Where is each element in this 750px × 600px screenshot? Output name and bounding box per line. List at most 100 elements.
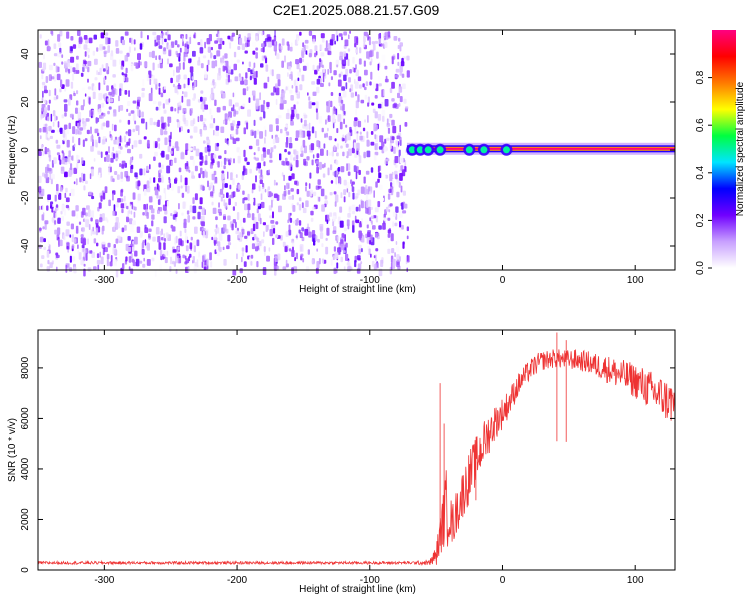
spectrogram-noise-cell — [232, 178, 235, 185]
spectrogram-noise-cell — [184, 232, 188, 241]
spectrogram-noise-cell — [389, 87, 393, 94]
spectrogram-noise-cell — [97, 109, 101, 115]
spectrogram-noise-cell — [218, 212, 222, 216]
spectrogram-noise-cell — [369, 61, 372, 66]
spectrogram-noise-cell — [222, 40, 225, 45]
spectrogram-noise-cell — [87, 267, 92, 272]
spectrogram-noise-cell — [311, 189, 314, 194]
spectrogram-noise-cell — [314, 130, 317, 139]
spectrogram-noise-cell — [261, 31, 264, 36]
spectrogram-noise-cell — [332, 171, 335, 176]
spectrogram-noise-cell — [270, 92, 275, 96]
spectrogram-noise-cell — [357, 94, 360, 103]
spectrogram-noise-cell — [335, 108, 338, 116]
spectrogram-noise-cell — [381, 54, 386, 63]
spectrogram-noise-cell — [122, 263, 125, 270]
spectrogram-noise-cell — [316, 166, 319, 174]
spectrogram-noise-cell — [347, 163, 351, 171]
spectrogram-noise-cell — [184, 120, 189, 127]
spectrogram-noise-cell — [383, 89, 385, 97]
spectrogram-noise-cell — [157, 209, 161, 218]
spectrogram-noise-cell — [94, 139, 98, 148]
spectrogram-noise-cell — [44, 146, 47, 155]
spectrogram-noise-cell — [168, 176, 171, 181]
spectrogram-noise-cell — [61, 157, 65, 165]
spectrogram-noise-cell — [48, 149, 51, 158]
spectrogram-noise-cell — [377, 178, 380, 183]
spectrogram-noise-cell — [163, 85, 166, 90]
spectrogram-noise-cell — [189, 110, 192, 115]
spectrogram-noise-cell — [75, 205, 79, 212]
spectrogram-noise-cell — [370, 131, 374, 135]
spectrogram-noise-cell — [340, 192, 343, 199]
spectrogram-noise-cell — [247, 231, 251, 236]
spectrogram-noise-cell — [189, 82, 192, 91]
spectrogram-noise-cell — [148, 196, 153, 203]
spectrogram-noise-cell — [61, 54, 64, 58]
spectrogram-noise-cell — [363, 41, 366, 48]
spectrogram-noise-cell — [206, 136, 210, 141]
spectrogram-noise-cell — [160, 128, 164, 136]
spectrogram-noise-cell — [320, 148, 324, 156]
spectrogram-noise-cell — [241, 43, 245, 50]
spectrogram-noise-cell — [275, 118, 279, 125]
spectrogram-noise-cell — [393, 102, 397, 108]
spectrogram-noise-cell — [183, 74, 187, 80]
spectrogram-noise-cell — [229, 194, 233, 199]
spectrogram-noise-cell — [54, 114, 57, 122]
spectrogram-noise-cell — [399, 221, 402, 228]
spectrogram-noise-cell — [256, 203, 260, 207]
spectrogram-noise-cell — [111, 123, 114, 131]
spectrogram-noise-cell — [357, 120, 362, 128]
spectrogram-noise-cell — [108, 163, 111, 168]
spectrogram-noise-cell — [200, 184, 205, 190]
spectrogram-noise-cell — [288, 175, 292, 181]
spectrogram-noise-cell — [197, 42, 201, 46]
spectrogram-noise-cell — [315, 160, 319, 165]
spectrogram-noise-cell — [69, 255, 72, 263]
spectrogram-noise-cell — [131, 259, 136, 263]
spectrogram-noise-cell — [244, 235, 248, 239]
spectrogram-noise-cell — [252, 41, 256, 48]
spectrogram-noise-cell — [93, 238, 97, 244]
spectrogram-noise-cell — [375, 181, 378, 188]
spectrogram-noise-cell — [330, 76, 333, 81]
spectrogram-noise-cell — [85, 180, 88, 184]
spectrogram-noise-cell — [169, 183, 172, 188]
spectrogram-noise-cell — [388, 118, 392, 122]
spectrogram-noise-cell — [300, 145, 303, 150]
spectrogram-noise-cell — [254, 130, 257, 139]
spectrogram-noise-cell — [163, 250, 166, 257]
spectrogram-noise-cell — [70, 188, 75, 197]
spectrogram-noise-cell — [246, 122, 249, 130]
spectrogram-noise-cell — [292, 220, 296, 224]
spectrogram-noise-cell — [130, 224, 134, 233]
spectrogram-noise-cell — [206, 258, 209, 267]
spectrogram-noise-cell — [114, 136, 118, 141]
spectrogram-noise-cell — [213, 234, 217, 241]
spectrogram-noise-cell — [104, 156, 107, 162]
spectrogram-noise-cell — [182, 201, 186, 209]
spectrogram-noise-cell — [264, 137, 266, 144]
spectrogram-noise-cell — [160, 92, 164, 98]
spectrogram-noise-cell — [360, 261, 363, 265]
spectrogram-noise-cell — [119, 119, 122, 123]
spectrogram-noise-cell — [382, 222, 386, 230]
spectrogram-noise-cell — [359, 221, 362, 228]
spectrogram-noise-cell — [177, 246, 180, 251]
spectrogram-noise-cell — [234, 221, 237, 228]
spectrogram-noise-cell — [77, 122, 80, 129]
spectrogram-noise-cell — [260, 48, 265, 52]
spectrogram-noise-cell — [191, 76, 194, 80]
spectrogram-noise-cell — [126, 108, 129, 112]
spectrogram-noise-cell — [113, 244, 116, 248]
spectrogram-noise-cell — [252, 223, 256, 232]
spectrogram-noise-cell — [84, 138, 88, 142]
spectrogram-noise-cell — [244, 157, 248, 162]
spectrogram-noise-cell — [301, 51, 305, 58]
spectrogram-noise-cell — [39, 227, 42, 231]
spectrogram-noise-cell — [39, 193, 43, 198]
spectrogram-noise-cell — [336, 152, 339, 157]
spectrogram-noise-cell — [387, 233, 391, 238]
